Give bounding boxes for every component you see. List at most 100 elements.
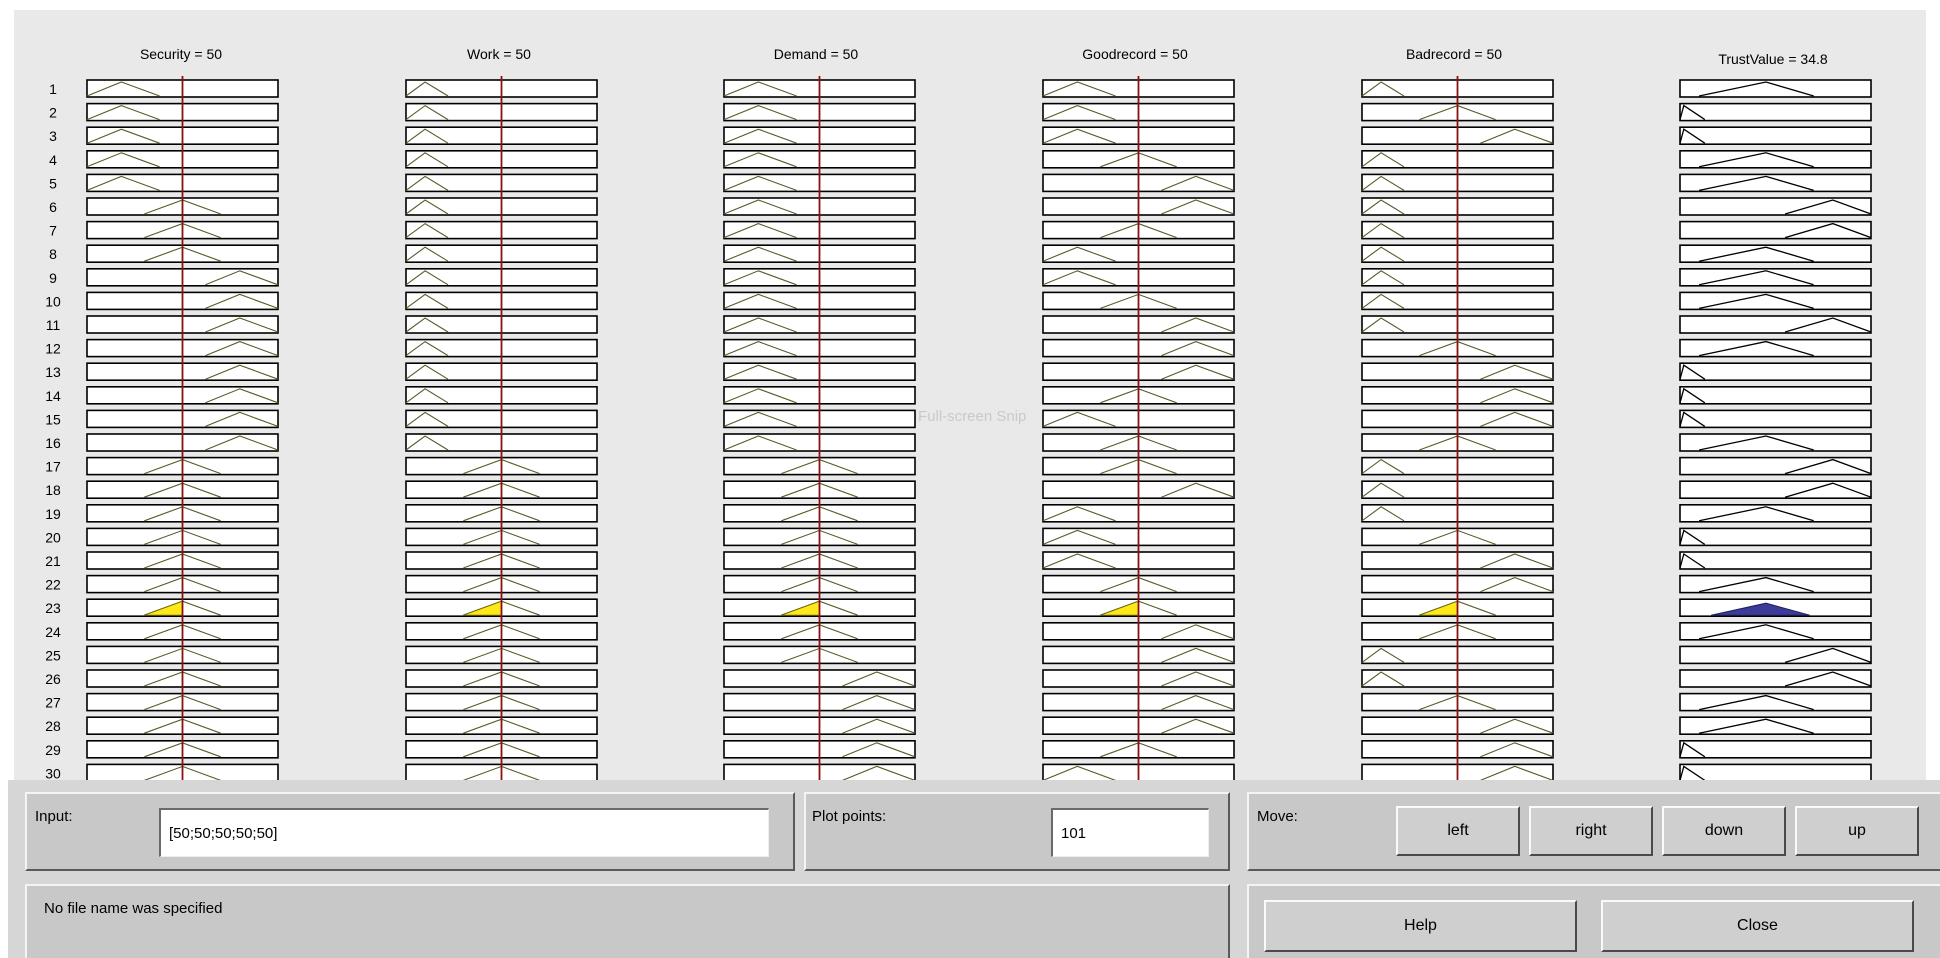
move-right-button[interactable]: right (1529, 806, 1653, 856)
membership-function (1361, 81, 1405, 97)
rule-number: 27 (45, 695, 61, 711)
membership-function (1361, 152, 1405, 168)
mf-box[interactable] (1679, 197, 1872, 216)
rule-number: 5 (49, 175, 57, 191)
rule-number: 24 (45, 624, 61, 640)
mf-box[interactable] (1679, 574, 1872, 594)
plot-points-field[interactable] (1051, 808, 1209, 857)
rule-plot-area (14, 10, 1926, 780)
rule-number: 10 (45, 293, 61, 309)
membership-function (405, 270, 449, 286)
mf-box[interactable] (1679, 763, 1872, 780)
membership-function (405, 293, 449, 309)
membership-function (405, 152, 449, 168)
membership-function (842, 765, 916, 780)
membership-function (405, 317, 449, 333)
membership-function (1361, 175, 1405, 191)
mf-box[interactable] (1679, 480, 1872, 500)
membership-function (1361, 671, 1405, 687)
membership-function (1161, 341, 1235, 357)
output-function (1679, 104, 1706, 121)
mf-box[interactable] (1679, 409, 1872, 429)
membership-function (842, 671, 916, 687)
mf-box[interactable] (1679, 79, 1872, 98)
membership-function (723, 411, 797, 427)
mf-box[interactable] (1679, 456, 1872, 476)
membership-function (405, 364, 449, 380)
membership-function (205, 270, 279, 286)
mf-box[interactable] (1679, 362, 1872, 382)
rule-number: 14 (45, 388, 61, 404)
membership-function (86, 105, 160, 121)
mf-box[interactable] (1679, 173, 1872, 193)
mf-box[interactable] (1679, 527, 1872, 547)
membership-function (86, 152, 160, 168)
membership-function (1480, 577, 1554, 593)
membership-function (723, 293, 797, 309)
output-function (1679, 552, 1706, 569)
membership-function (723, 388, 797, 404)
move-left-button[interactable]: left (1396, 806, 1520, 856)
membership-function (1042, 270, 1116, 286)
close-button[interactable]: Close (1601, 900, 1914, 952)
mf-box[interactable] (1679, 102, 1872, 122)
mf-box[interactable] (1679, 433, 1872, 452)
mf-box[interactable] (1679, 220, 1872, 240)
membership-function (205, 364, 279, 380)
input-field[interactable] (159, 808, 769, 857)
rule-number: 9 (49, 270, 57, 286)
membership-function (405, 246, 449, 262)
mf-box[interactable] (1679, 150, 1872, 169)
help-close-panel: Help Close (1247, 884, 1940, 958)
output-function (1784, 482, 1872, 498)
membership-function (405, 435, 449, 451)
output-function (1679, 387, 1706, 404)
mf-box[interactable] (1679, 126, 1872, 145)
mf-box[interactable] (1679, 669, 1872, 688)
rule-number: 28 (45, 718, 61, 734)
output-function (1784, 317, 1872, 333)
input-label: Input: (35, 808, 73, 825)
move-up-button[interactable]: up (1795, 806, 1919, 856)
membership-function (1042, 128, 1116, 144)
mf-box[interactable] (1679, 315, 1872, 334)
output-function (1784, 647, 1872, 664)
mf-box[interactable] (1679, 503, 1872, 523)
mf-box[interactable] (1679, 739, 1872, 759)
membership-function (405, 128, 449, 144)
rule-diagram: Security = 50 Work = 50 Demand = 50 Good… (45, 46, 1872, 780)
rule-number: 22 (45, 577, 61, 593)
header-demand: Demand = 50 (774, 46, 859, 62)
rule-number: 23 (45, 600, 61, 616)
rule-number: 16 (45, 435, 61, 451)
move-down-button[interactable]: down (1662, 806, 1786, 856)
mf-box[interactable] (1679, 338, 1872, 358)
rule-number: 3 (49, 128, 57, 144)
mf-box[interactable] (1679, 621, 1872, 641)
header-security: Security = 50 (140, 46, 222, 62)
membership-function (723, 175, 797, 191)
help-button[interactable]: Help (1264, 900, 1577, 952)
mf-box[interactable] (1679, 244, 1872, 263)
membership-function (1161, 175, 1235, 191)
mf-box[interactable] (1679, 291, 1872, 311)
membership-function (723, 223, 797, 239)
mf-box[interactable] (1679, 551, 1872, 570)
status-text: No file name was specified (44, 900, 223, 917)
membership-function (205, 341, 279, 357)
rule-number: 30 (45, 765, 61, 780)
mf-box[interactable] (1679, 267, 1872, 287)
membership-function (1161, 624, 1235, 640)
membership-function (1361, 246, 1405, 262)
mf-box[interactable] (1679, 385, 1872, 405)
membership-function (1480, 765, 1554, 780)
rule-number: 19 (45, 506, 61, 522)
membership-function (1480, 718, 1554, 734)
membership-function (723, 81, 797, 97)
membership-function (405, 388, 449, 404)
mf-box[interactable] (1679, 692, 1872, 712)
mf-box[interactable] (1679, 645, 1872, 665)
header-trustvalue: TrustValue = 34.8 (1718, 51, 1828, 67)
mf-box[interactable] (1679, 716, 1872, 736)
membership-function (723, 270, 797, 286)
